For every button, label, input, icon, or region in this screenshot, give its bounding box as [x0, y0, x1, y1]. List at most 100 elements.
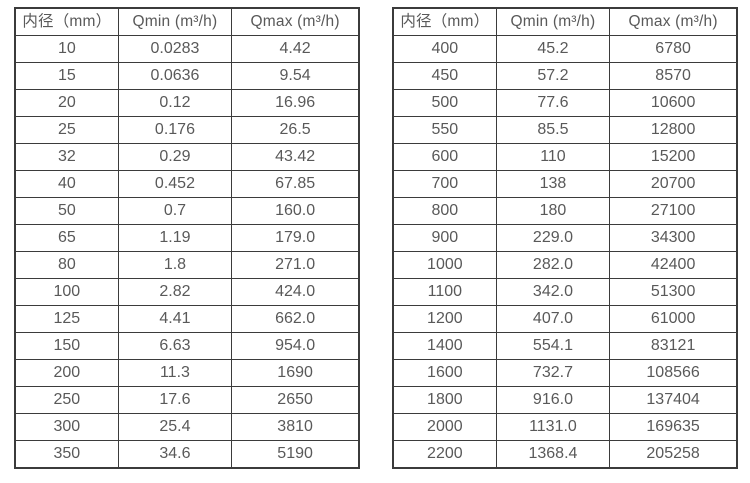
table-cell: 282.0 [495, 251, 611, 279]
table-cell: 500 [392, 89, 497, 117]
table-cell: 77.6 [495, 89, 611, 117]
table-cell: 2.82 [117, 278, 233, 306]
table-cell: 5190 [231, 440, 360, 469]
table-cell: 80 [14, 251, 119, 279]
flow-table-small-diameters: 内径（mm） Qmin (m³/h) Qmax (m³/h) 10 0.0283 4.4… [14, 7, 360, 469]
table-cell: 700 [392, 170, 497, 198]
table-header-row: 内径（mm） Qmin (m³/h) Qmax (m³/h) [392, 7, 738, 36]
table-cell: 100 [14, 278, 119, 306]
table-cell: 271.0 [231, 251, 360, 279]
table-row: 1400 554.1 83121 [392, 332, 738, 360]
table-cell: 20 [14, 89, 119, 117]
table-row: 20 0.12 16.96 [14, 89, 360, 117]
table-row: 900 229.0 34300 [392, 224, 738, 252]
table-cell: 16.96 [231, 89, 360, 117]
table-body: 10 0.0283 4.42 15 0.0636 9.54 20 0.12 16.96 25 0.1… [14, 35, 360, 469]
table-row: 200 11.3 1690 [14, 359, 360, 387]
table-cell: 83121 [609, 332, 738, 360]
table-cell: 1000 [392, 251, 497, 279]
table-row: 1600 732.7 108566 [392, 359, 738, 387]
table-cell: 954.0 [231, 332, 360, 360]
table-cell: 0.0636 [117, 62, 233, 90]
table-cell: 20700 [609, 170, 738, 198]
table-cell: 1800 [392, 386, 497, 414]
table-cell: 229.0 [495, 224, 611, 252]
column-header: Qmin (m³/h) [495, 7, 611, 36]
table-cell: 350 [14, 440, 119, 469]
table-row: 1800 916.0 137404 [392, 386, 738, 414]
table-row: 150 6.63 954.0 [14, 332, 360, 360]
table-row: 40 0.452 67.85 [14, 170, 360, 198]
table-row: 250 17.6 2650 [14, 386, 360, 414]
table-cell: 450 [392, 62, 497, 90]
table-row: 15 0.0636 9.54 [14, 62, 360, 90]
table-cell: 916.0 [495, 386, 611, 414]
table-cell: 34.6 [117, 440, 233, 469]
table-cell: 0.12 [117, 89, 233, 117]
table-cell: 1600 [392, 359, 497, 387]
table-cell: 662.0 [231, 305, 360, 333]
table-row: 1100 342.0 51300 [392, 278, 738, 306]
table-cell: 9.54 [231, 62, 360, 90]
table-cell: 12800 [609, 116, 738, 144]
column-header: 内径（mm） [392, 7, 497, 36]
table-row: 2000 1131.0 169635 [392, 413, 738, 441]
table-row: 450 57.2 8570 [392, 62, 738, 90]
table-cell: 150 [14, 332, 119, 360]
table-cell: 1400 [392, 332, 497, 360]
table-cell: 43.42 [231, 143, 360, 171]
table-cell: 4.41 [117, 305, 233, 333]
table-cell: 67.85 [231, 170, 360, 198]
table-cell: 45.2 [495, 35, 611, 63]
table-cell: 179.0 [231, 224, 360, 252]
column-header: Qmax (m³/h) [609, 7, 738, 36]
table-cell: 900 [392, 224, 497, 252]
table-cell: 6.63 [117, 332, 233, 360]
column-header: Qmax (m³/h) [231, 7, 360, 36]
table-cell: 1100 [392, 278, 497, 306]
table-cell: 424.0 [231, 278, 360, 306]
table-row: 300 25.4 3810 [14, 413, 360, 441]
table-cell: 65 [14, 224, 119, 252]
table-cell: 800 [392, 197, 497, 225]
table-cell: 26.5 [231, 116, 360, 144]
table-cell: 300 [14, 413, 119, 441]
table-row: 400 45.2 6780 [392, 35, 738, 63]
table-cell: 160.0 [231, 197, 360, 225]
table-cell: 125 [14, 305, 119, 333]
table-cell: 25 [14, 116, 119, 144]
table-cell: 600 [392, 143, 497, 171]
table-cell: 342.0 [495, 278, 611, 306]
table-cell: 2000 [392, 413, 497, 441]
table-row: 2200 1368.4 205258 [392, 440, 738, 469]
table-cell: 17.6 [117, 386, 233, 414]
header-row: 内径（mm） Qmin (m³/h) Qmax (m³/h) [14, 7, 360, 36]
flow-table-large-diameters: 内径（mm） Qmin (m³/h) Qmax (m³/h) 400 45.2 6780… [392, 7, 738, 469]
table-cell: 25.4 [117, 413, 233, 441]
table-cell: 407.0 [495, 305, 611, 333]
table-row: 32 0.29 43.42 [14, 143, 360, 171]
table-cell: 6780 [609, 35, 738, 63]
table-cell: 11.3 [117, 359, 233, 387]
table-row: 700 138 20700 [392, 170, 738, 198]
table-row: 125 4.41 662.0 [14, 305, 360, 333]
table-cell: 200 [14, 359, 119, 387]
table-cell: 0.0283 [117, 35, 233, 63]
table-cell: 15200 [609, 143, 738, 171]
table-row: 350 34.6 5190 [14, 440, 360, 469]
table-cell: 180 [495, 197, 611, 225]
table-row: 500 77.6 10600 [392, 89, 738, 117]
table-cell: 57.2 [495, 62, 611, 90]
table-cell: 61000 [609, 305, 738, 333]
table-row: 600 110 15200 [392, 143, 738, 171]
table-cell: 2650 [231, 386, 360, 414]
table-row: 65 1.19 179.0 [14, 224, 360, 252]
table-cell: 108566 [609, 359, 738, 387]
table-cell: 8570 [609, 62, 738, 90]
table-cell: 205258 [609, 440, 738, 469]
table-cell: 10600 [609, 89, 738, 117]
table-cell: 3810 [231, 413, 360, 441]
table-cell: 42400 [609, 251, 738, 279]
table-cell: 51300 [609, 278, 738, 306]
